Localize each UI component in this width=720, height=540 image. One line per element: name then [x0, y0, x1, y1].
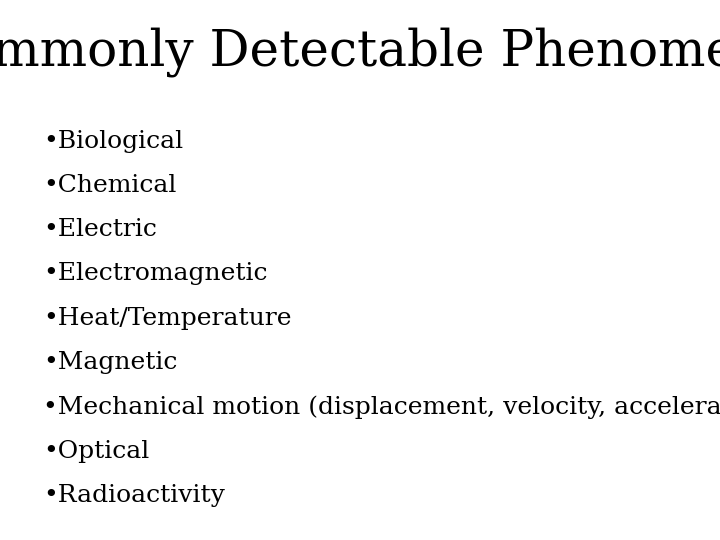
Text: •Mechanical motion (displacement, velocity, acceleration, etc.): •Mechanical motion (displacement, veloci… — [43, 395, 720, 419]
Text: •Electric: •Electric — [43, 218, 157, 241]
Text: •Chemical: •Chemical — [43, 174, 176, 197]
Text: •Radioactivity: •Radioactivity — [43, 484, 225, 507]
Text: •Optical: •Optical — [43, 440, 150, 463]
Text: •Magnetic: •Magnetic — [43, 351, 178, 374]
Text: •Electromagnetic: •Electromagnetic — [43, 262, 268, 286]
Text: •Biological: •Biological — [43, 130, 184, 153]
Text: •Heat/Temperature: •Heat/Temperature — [43, 307, 292, 330]
Text: Commonly Detectable Phenomena: Commonly Detectable Phenomena — [0, 27, 720, 77]
